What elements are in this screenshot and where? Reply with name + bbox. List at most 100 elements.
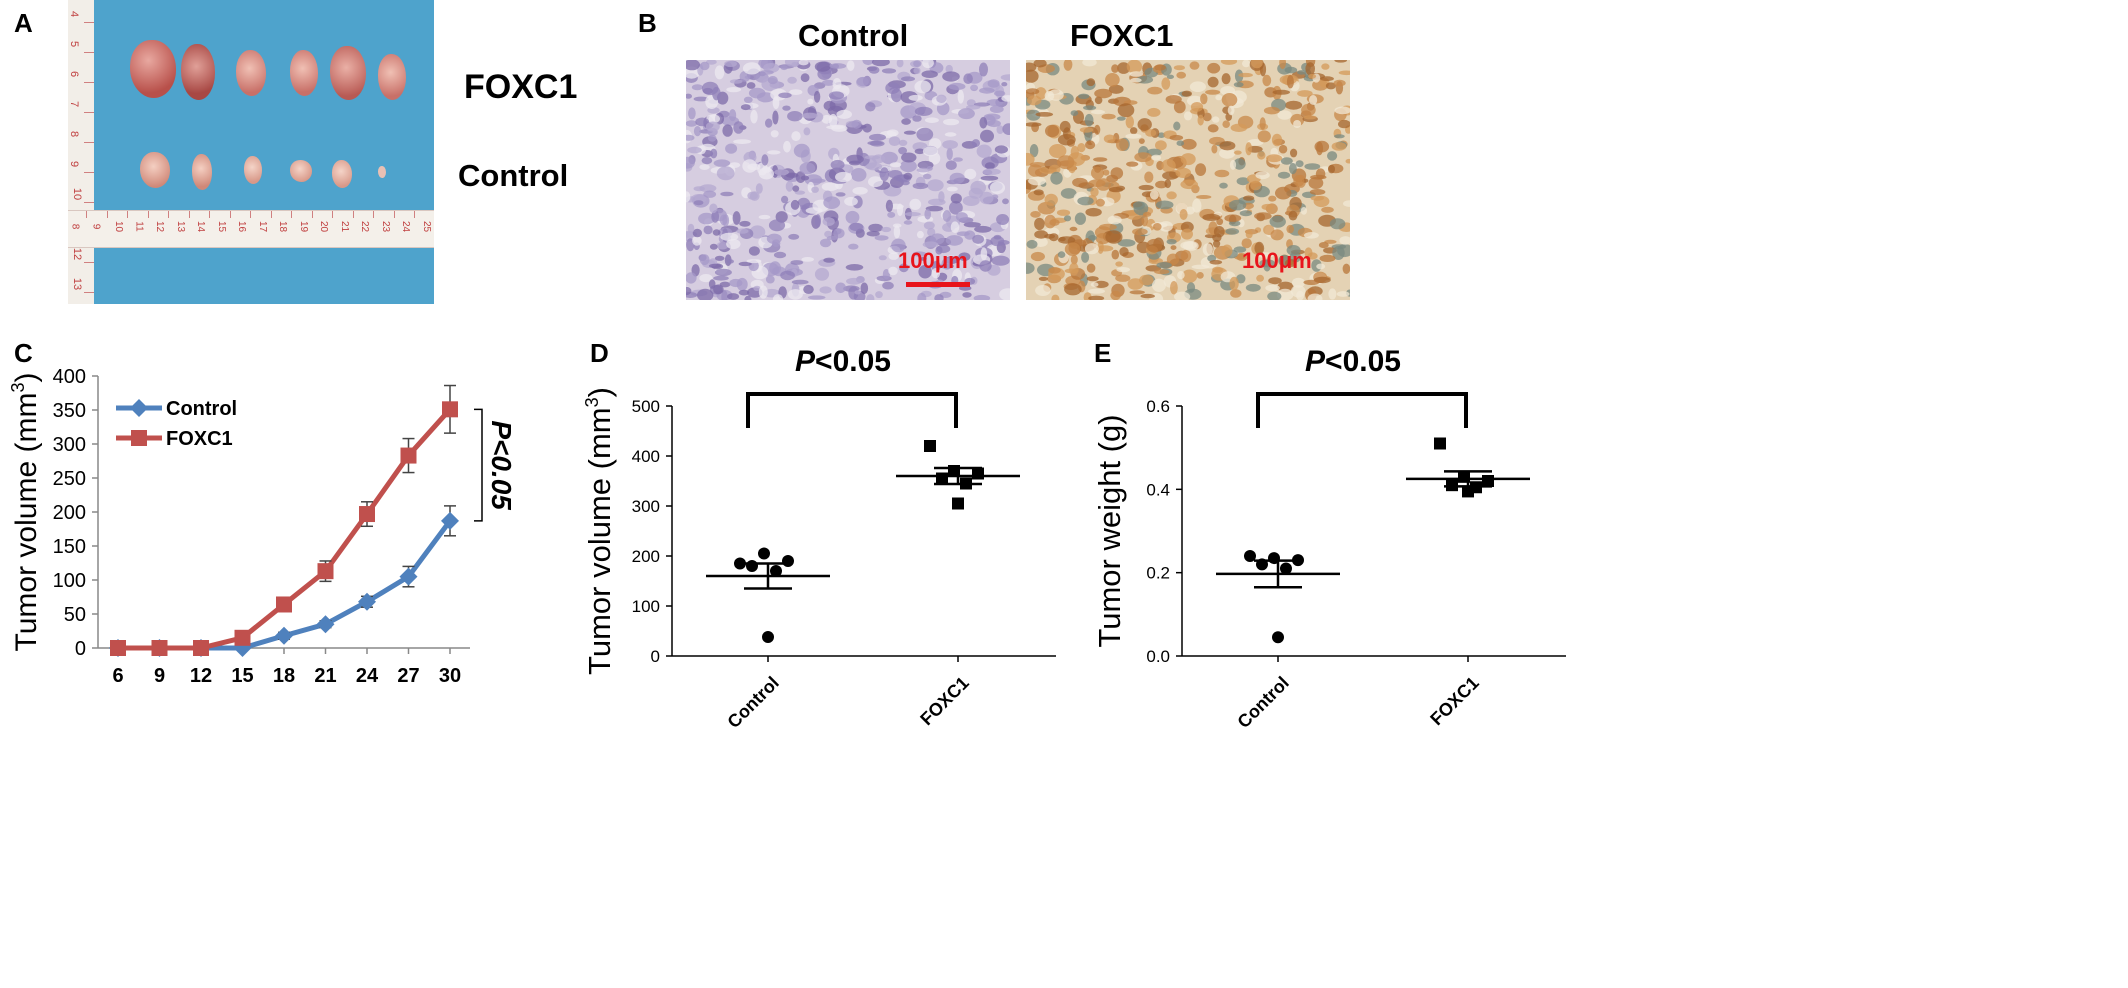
cell-nucleus	[914, 80, 931, 94]
cell-nucleus	[1304, 163, 1321, 170]
cell-nucleus	[803, 127, 811, 136]
cell-nucleus	[1026, 62, 1037, 72]
cell-nucleus	[1101, 113, 1116, 120]
ruler-tick-label: 12	[71, 247, 84, 261]
cell-nucleus	[1292, 277, 1305, 288]
cell-nucleus	[879, 167, 890, 182]
cell-nucleus	[1230, 123, 1248, 132]
cell-nucleus	[1048, 267, 1061, 274]
cell-nucleus	[1189, 81, 1206, 92]
ruler-tick-label: 18	[277, 220, 289, 233]
cell-nucleus	[1090, 282, 1099, 287]
histology-control-image: 100μm	[686, 60, 1010, 300]
cell-nucleus	[881, 226, 892, 233]
cell-nucleus	[1279, 60, 1286, 69]
cell-nucleus	[768, 219, 786, 232]
cell-nucleus	[1090, 187, 1099, 197]
data-point-control	[275, 626, 293, 645]
cell-nucleus	[699, 61, 710, 71]
cell-nucleus	[1033, 189, 1044, 196]
cell-nucleus	[1125, 115, 1134, 129]
cell-nucleus	[1327, 151, 1338, 161]
cell-nucleus	[713, 275, 729, 281]
y-tick-label: 100	[53, 570, 86, 592]
cell-nucleus	[1233, 82, 1244, 88]
cell-nucleus	[1050, 171, 1063, 185]
ruler-tick	[84, 172, 94, 173]
cell-nucleus	[885, 82, 900, 94]
cell-nucleus	[1309, 189, 1326, 195]
cell-nucleus	[860, 282, 869, 294]
cell-nucleus	[713, 159, 731, 167]
cell-nucleus	[733, 121, 744, 134]
cell-nucleus	[1149, 190, 1159, 200]
cell-nucleus	[1307, 252, 1318, 260]
cell-nucleus	[1183, 111, 1193, 121]
cell-nucleus	[699, 164, 710, 170]
cell-nucleus	[1202, 112, 1212, 122]
cell-nucleus	[1103, 134, 1116, 144]
cell-nucleus	[1308, 73, 1317, 79]
x-tick-label: FOXC1	[916, 673, 973, 730]
cell-nucleus	[1329, 218, 1346, 230]
cell-nucleus	[1286, 245, 1301, 256]
cell-nucleus	[787, 76, 797, 84]
cell-nucleus	[865, 102, 876, 112]
cell-nucleus	[1277, 171, 1291, 179]
cell-nucleus	[917, 292, 927, 300]
panel-e-letter: E	[1094, 338, 1112, 368]
cell-nucleus	[791, 279, 809, 285]
ruler-tick	[291, 211, 292, 218]
ruler-tick	[332, 211, 333, 218]
cell-nucleus	[971, 139, 980, 148]
cell-nucleus	[708, 134, 717, 142]
cell-nucleus	[1144, 171, 1154, 183]
cell-nucleus	[1215, 94, 1223, 101]
foxc1-tumor	[236, 50, 266, 96]
cell-nucleus	[1001, 82, 1008, 87]
cell-nucleus	[1257, 130, 1271, 143]
cell-nucleus	[901, 76, 915, 82]
cell-nucleus	[904, 212, 921, 217]
cell-nucleus	[996, 125, 1004, 134]
ruler-tick	[84, 52, 94, 53]
cell-nucleus	[1266, 154, 1283, 163]
ruler-tick	[84, 262, 94, 263]
cell-nucleus	[1105, 230, 1123, 244]
cell-nucleus	[1185, 206, 1195, 215]
cell-nucleus	[1155, 140, 1167, 151]
cell-nucleus	[1085, 207, 1102, 217]
cell-nucleus	[846, 277, 862, 285]
x-tick-label: Control	[1233, 673, 1292, 730]
y-tick-label: 200	[53, 502, 86, 524]
cell-nucleus	[1222, 120, 1230, 128]
cell-nucleus	[868, 223, 883, 233]
y-tick-label: 100	[632, 597, 660, 616]
cell-nucleus	[984, 162, 995, 170]
cell-nucleus	[957, 89, 964, 104]
cell-nucleus	[1202, 243, 1213, 256]
y-tick-label: 200	[632, 547, 660, 566]
cell-nucleus	[720, 191, 734, 197]
data-point-control	[770, 565, 782, 577]
foxc1-tumor	[330, 46, 366, 100]
cell-nucleus	[1280, 157, 1293, 165]
cell-nucleus	[1233, 158, 1246, 170]
horizontal-ruler: 8 9 10 11 12 13 14 15 16 17 18 19 20 21 22 23 24 25	[68, 210, 434, 248]
cell-nucleus	[1220, 60, 1238, 65]
cell-nucleus	[1088, 288, 1105, 294]
cell-nucleus	[686, 272, 697, 284]
data-point-foxc1	[359, 506, 375, 523]
y-axis-label: Tumor volume (mm3)	[582, 387, 617, 675]
x-tick-label: 21	[314, 665, 336, 687]
cell-nucleus	[1219, 141, 1236, 151]
cell-nucleus	[999, 288, 1010, 300]
cell-nucleus	[798, 60, 809, 66]
cell-nucleus	[830, 159, 845, 170]
cell-nucleus	[703, 190, 717, 198]
cell-nucleus	[1057, 155, 1075, 170]
y-tick-label: 0.0	[1146, 647, 1170, 666]
cell-nucleus	[1002, 198, 1009, 205]
cell-nucleus	[898, 147, 907, 155]
ruler-tick-label: 19	[297, 220, 309, 233]
